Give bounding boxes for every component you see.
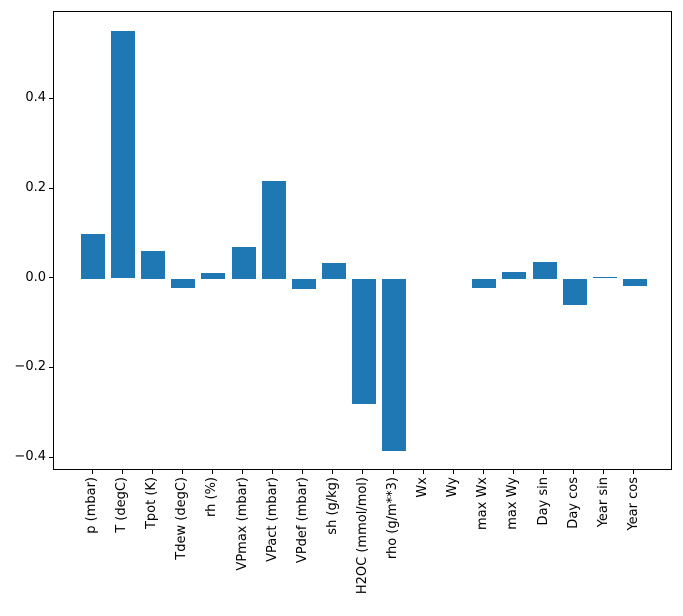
y-tick-label-3: −0.2	[14, 359, 46, 375]
x-tick-label-t-degc: T (degC)	[114, 477, 130, 533]
x-tick-mark-tdew-degc	[181, 470, 183, 474]
y-tick-label-1: 0.2	[25, 180, 46, 196]
x-tick-mark-vpact-mbar	[272, 470, 274, 474]
x-tick-label-rh: rh (%)	[204, 477, 220, 517]
x-tick-mark-day-cos	[573, 470, 575, 474]
bar-h2oc-mmol-mol	[351, 278, 376, 404]
x-tick-mark-day-sin	[543, 470, 544, 474]
x-tick-mark-wy	[452, 470, 454, 474]
x-tick-label-year-cos: Year cos	[625, 477, 641, 531]
bar-tdew-degc	[171, 278, 196, 288]
bar-rho-g-m-3	[382, 278, 406, 451]
bar-day-cos	[562, 278, 587, 305]
x-tick-mark-rho-g-m-3	[392, 470, 394, 474]
y-tick-mark-3	[49, 366, 53, 368]
bar-rh	[201, 272, 226, 279]
x-tick-label-wy: Wy	[445, 477, 461, 498]
x-tick-mark-h2oc-mmol-mol	[362, 470, 364, 474]
y-tick-mark-4	[49, 456, 53, 458]
y-tick-label-2: 0.0	[25, 269, 46, 285]
bar-year-sin	[592, 277, 617, 279]
x-tick-label-max-wy: max Wy	[505, 477, 521, 530]
x-tick-label-max-wx: max Wx	[475, 477, 491, 531]
x-tick-label-vpdef-mbar: VPdef (mbar)	[294, 477, 310, 564]
bar-vpact-mbar	[261, 181, 286, 279]
bar-sh-g-kg	[321, 262, 346, 279]
y-tick-mark-1	[49, 187, 53, 189]
bar-vpmax-mbar	[231, 246, 256, 279]
x-tick-label-day-cos: Day cos	[565, 477, 581, 529]
y-tick-label-0: 0.4	[25, 90, 46, 106]
y-tick-mark-2	[49, 277, 53, 279]
bar-year-cos	[622, 278, 647, 286]
bar-max-wx	[472, 278, 497, 288]
x-tick-label-vpmax-mbar: VPmax (mbar)	[234, 477, 250, 571]
x-tick-mark-tpot-k	[151, 470, 153, 474]
bar-vpdef-mbar	[291, 278, 316, 289]
bar-p-mbar	[81, 233, 105, 279]
bar-tpot-k	[141, 250, 166, 279]
x-tick-label-p-mbar: p (mbar)	[84, 477, 99, 534]
x-tick-label-tdew-degc: Tdew (degC)	[174, 477, 190, 560]
x-tick-mark-year-cos	[633, 470, 635, 474]
plot-area	[53, 11, 672, 470]
x-tick-mark-vpmax-mbar	[242, 470, 243, 474]
x-tick-label-sh-g-kg: sh (g/kg)	[324, 477, 340, 535]
bars-layer	[54, 12, 671, 469]
bar-day-sin	[532, 262, 557, 280]
x-tick-label-year-sin: Year sin	[595, 477, 611, 528]
x-tick-label-wx: Wx	[415, 477, 431, 498]
x-tick-label-h2oc-mmol-mol: H2OC (mmol/mol)	[354, 477, 370, 595]
x-tick-mark-max-wy	[512, 470, 514, 474]
x-tick-label-tpot-k: Tpot (K)	[144, 477, 160, 530]
x-tick-mark-p-mbar	[91, 470, 93, 474]
x-tick-label-rho-g-m-3: rho (g/m**3)	[385, 477, 400, 560]
bar-max-wy	[502, 271, 527, 279]
y-tick-label-4: −0.4	[14, 449, 46, 464]
x-tick-label-day-sin: Day sin	[535, 477, 551, 526]
x-tick-mark-rh	[211, 470, 213, 474]
x-tick-label-vpact-mbar: VPact (mbar)	[264, 477, 280, 562]
x-tick-mark-year-sin	[603, 470, 605, 474]
x-tick-mark-vpdef-mbar	[302, 470, 304, 474]
x-tick-mark-t-degc	[121, 470, 123, 474]
y-tick-mark-0	[49, 97, 53, 99]
x-tick-mark-max-wx	[482, 470, 484, 474]
x-tick-mark-wx	[422, 470, 424, 474]
bar-t-degc	[111, 31, 136, 279]
x-tick-mark-sh-g-kg	[332, 470, 334, 474]
